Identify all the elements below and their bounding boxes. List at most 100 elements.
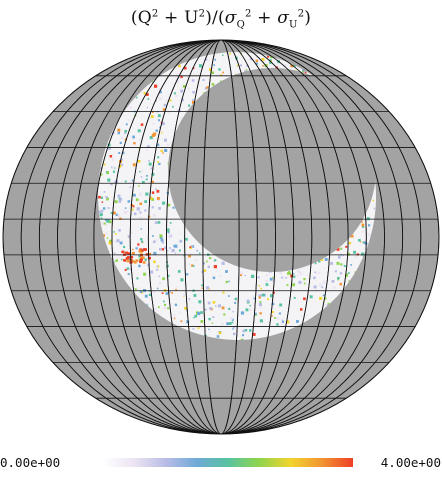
noise-pixel	[224, 252, 227, 255]
noise-pixel	[271, 227, 274, 230]
noise-pixel	[159, 236, 163, 239]
noise-pixel	[263, 200, 266, 203]
noise-pixel	[324, 205, 327, 209]
noise-pixel	[140, 238, 143, 241]
noise-pixel	[204, 118, 207, 122]
meridian-line	[184, 40, 258, 434]
noise-pixel	[171, 292, 173, 294]
noise-pixel	[206, 86, 209, 89]
noise-pixel	[299, 271, 303, 275]
noise-pixel	[329, 158, 332, 161]
noise-pixel	[368, 145, 370, 148]
noise-pixel	[314, 262, 317, 265]
noise-pixel	[308, 92, 311, 95]
noise-pixel	[106, 219, 110, 223]
noise-pixel	[193, 137, 196, 140]
noise-pixel	[156, 265, 158, 268]
noise-pixel	[192, 265, 195, 267]
noise-pixel	[228, 280, 230, 283]
noise-pixel	[129, 106, 132, 109]
noise-pixel	[132, 327, 134, 329]
noise-pixel	[150, 335, 154, 338]
noise-pixel	[245, 308, 249, 312]
noise-pixel	[100, 217, 103, 220]
hotspot-pixel	[123, 259, 127, 262]
noise-pixel	[365, 309, 367, 312]
noise-pixel	[225, 280, 228, 284]
noise-pixel	[106, 237, 109, 239]
noise-pixel	[267, 347, 270, 349]
noise-pixel	[132, 57, 136, 61]
noise-pixel	[174, 252, 177, 255]
hotspot-pixel	[308, 245, 312, 249]
noise-pixel	[377, 316, 381, 319]
noise-pixel	[187, 87, 190, 90]
noise-pixel	[347, 313, 350, 315]
noise-pixel	[244, 99, 247, 102]
noise-pixel	[113, 339, 117, 342]
noise-pixel	[186, 320, 190, 324]
noise-pixel	[138, 254, 141, 258]
noise-pixel	[303, 183, 306, 186]
hotspot-pixel	[310, 244, 314, 248]
noise-pixel	[111, 91, 114, 94]
noise-pixel	[153, 260, 156, 264]
noise-pixel	[364, 302, 367, 305]
noise-pixel	[366, 134, 370, 137]
noise-pixel	[306, 314, 308, 317]
noise-pixel	[256, 143, 259, 146]
noise-pixel	[276, 149, 279, 153]
noise-pixel	[160, 149, 163, 152]
noise-pixel	[207, 301, 211, 305]
noise-pixel	[261, 233, 264, 236]
noise-pixel	[285, 276, 288, 279]
noise-pixel	[262, 343, 266, 347]
noise-pixel	[98, 269, 102, 272]
noise-pixel	[268, 269, 272, 273]
noise-pixel	[353, 303, 356, 305]
noise-pixel	[246, 64, 249, 67]
noise-pixel	[258, 294, 262, 298]
noise-pixel	[351, 231, 354, 234]
noise-pixel	[362, 95, 365, 97]
noise-pixel	[150, 167, 153, 170]
hotspot-pixel	[140, 256, 143, 260]
hotspot-pixel	[321, 231, 325, 234]
noise-pixel	[322, 203, 324, 205]
noise-pixel	[270, 50, 273, 53]
noise-pixel	[131, 179, 134, 182]
hotspot-pixel	[326, 232, 330, 235]
noise-pixel	[178, 58, 180, 61]
noise-pixel	[260, 287, 262, 290]
noise-pixel	[237, 130, 240, 133]
noise-pixel	[348, 304, 351, 307]
noise-pixel	[254, 312, 257, 315]
noise-pixel	[113, 69, 117, 72]
noise-pixel	[165, 59, 167, 62]
noise-pixel	[374, 321, 378, 325]
noise-pixel	[198, 159, 201, 162]
noise-pixel	[255, 69, 258, 72]
red-hotspots	[121, 229, 340, 264]
noise-pixel	[137, 332, 140, 335]
noise-pixel	[104, 269, 107, 272]
noise-pixel	[364, 186, 367, 188]
noise-pixel	[271, 161, 275, 164]
noise-pixel	[326, 304, 329, 306]
noise-pixel	[384, 237, 387, 240]
noise-pixel	[352, 295, 355, 299]
noise-pixel	[358, 287, 362, 290]
noise-pixel	[192, 328, 195, 330]
noise-pixel	[137, 339, 141, 343]
noise-pixel	[164, 148, 168, 152]
noise-pixel	[262, 65, 264, 67]
noise-pixel	[118, 229, 121, 232]
noise-pixel	[253, 217, 255, 219]
noise-pixel	[185, 51, 189, 54]
colorbar-max-label: 4.00e+00	[380, 455, 441, 470]
noise-pixel	[242, 237, 245, 240]
noise-pixel	[202, 178, 204, 181]
noise-pixel	[259, 165, 263, 168]
noise-pixel	[345, 220, 348, 223]
noise-pixel	[302, 70, 304, 73]
